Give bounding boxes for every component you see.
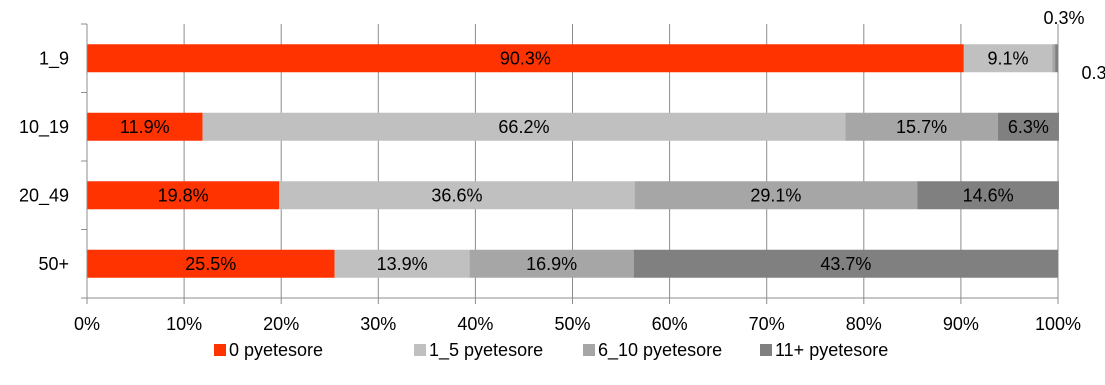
legend-swatch — [760, 344, 772, 356]
category-label: 1_9 — [39, 48, 69, 69]
bar-segment — [917, 181, 1059, 210]
legend-label: 0 pyetesore — [229, 340, 323, 360]
bar-segment — [633, 249, 1058, 278]
category-labels: 1_9 10_19 20_49 50+ — [19, 48, 69, 274]
x-tick-label: 80% — [846, 314, 882, 334]
x-tick-label: 30% — [360, 314, 396, 334]
data-label: 19.8% — [158, 185, 209, 205]
x-tick-label: 70% — [749, 314, 785, 334]
data-label: 0.3% — [1043, 8, 1084, 28]
axes — [81, 23, 1059, 304]
bar-segment — [87, 44, 964, 73]
legend-swatch — [583, 344, 595, 356]
data-label: 90.3% — [500, 48, 551, 68]
legend-swatch — [414, 344, 426, 356]
bar-segment — [202, 112, 846, 141]
category-label: 20_49 — [19, 185, 69, 206]
bar-segment — [997, 112, 1059, 141]
bar-segment — [963, 44, 1053, 73]
data-label: 15.7% — [896, 117, 947, 137]
data-label: 66.2% — [498, 117, 549, 137]
legend-label: 11+ pyetesore — [775, 340, 888, 360]
bar-segment — [634, 181, 918, 210]
bar-segment — [279, 181, 635, 210]
data-labels: 90.3% 9.1% 0.3% 0.3% 11.9% 66.2% 15.7% 6.3% 19.8… — [120, 8, 1105, 274]
bar-segment — [845, 112, 998, 141]
x-tick-label: 100% — [1035, 314, 1081, 334]
data-label: 43.7% — [820, 254, 871, 274]
x-tick-label: 0% — [74, 314, 100, 334]
bar-segment — [1055, 44, 1058, 73]
category-label: 50+ — [38, 254, 69, 274]
data-label: 14.6% — [963, 185, 1014, 205]
data-label: 25.5% — [185, 254, 236, 274]
x-tick-label: 90% — [943, 314, 979, 334]
category-label: 10_19 — [19, 117, 69, 138]
data-label: 0.3% — [1081, 63, 1105, 83]
data-label: 29.1% — [750, 185, 801, 205]
bar-segment — [1052, 44, 1056, 73]
legend-swatch — [214, 344, 226, 356]
legend-label: 1_5 pyetesore — [429, 340, 543, 361]
data-label: 9.1% — [987, 48, 1028, 68]
bar-segment — [469, 249, 634, 278]
bar-segment — [87, 249, 335, 278]
x-tick-label: 20% — [263, 314, 299, 334]
bar-segment — [87, 181, 280, 210]
x-tick-label: 60% — [652, 314, 688, 334]
data-label: 6.3% — [1008, 117, 1049, 137]
data-label: 13.9% — [377, 254, 428, 274]
bars — [87, 44, 1059, 278]
data-label: 11.9% — [120, 117, 170, 137]
bar-segment — [87, 112, 203, 141]
x-tick-label: 40% — [457, 314, 493, 334]
legend-label: 6_10 pyetesore — [598, 340, 722, 361]
x-tick-label: 10% — [166, 314, 202, 334]
legend: 0 pyetesore 1_5 pyetesore 6_10 pyetesore 11… — [214, 340, 888, 361]
data-label: 16.9% — [526, 254, 577, 274]
bar-segment — [334, 249, 470, 278]
x-tick-labels: 0% 10% 20% 30% 40% 50% 60% 70% 80% 90% 100% — [74, 314, 1081, 334]
data-label: 36.6% — [431, 185, 482, 205]
x-tick-label: 50% — [554, 314, 590, 334]
